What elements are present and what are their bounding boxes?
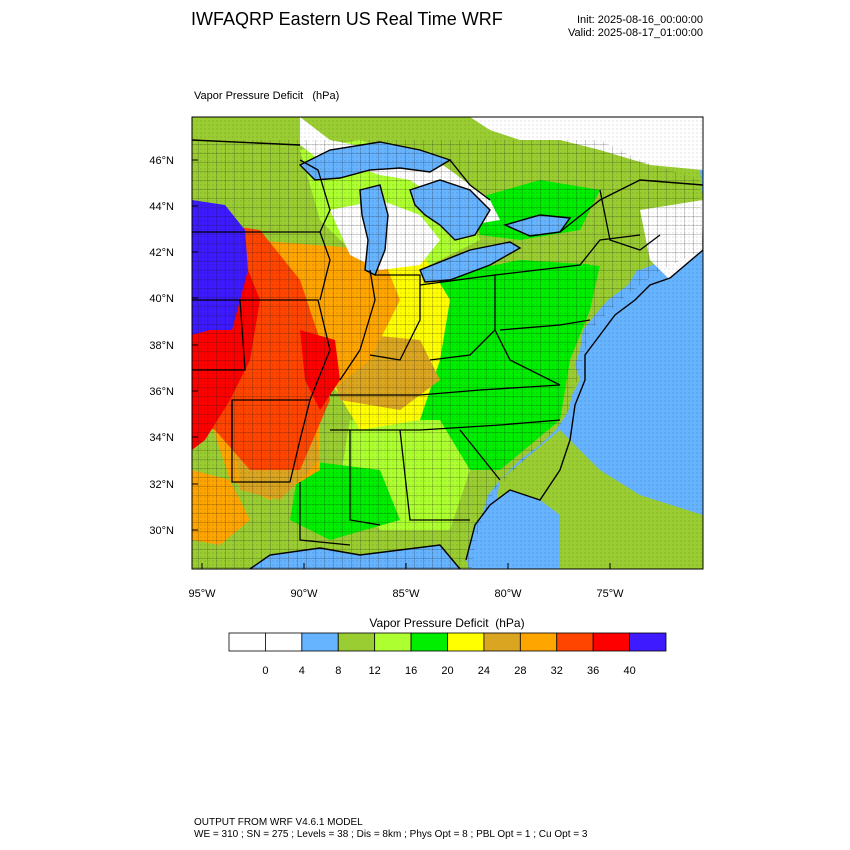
map-field-label: Vapor Pressure Deficit (hPa) (194, 90, 340, 102)
longitude-axis: 95°W 90°W 85°W 80°W 75°W (188, 563, 624, 600)
time-info: Init: 2025-08-16_00:00:00 Valid: 2025-08… (568, 14, 703, 40)
lat-tick-label: 30°N (149, 525, 174, 537)
colorbar-label: 36 (587, 665, 599, 677)
model-version: OUTPUT FROM WRF V4.6.1 MODEL (194, 817, 363, 828)
colorbar-label: 28 (514, 665, 526, 677)
lon-tick-label: 95°W (188, 588, 216, 600)
lat-tick-label: 36°N (149, 386, 174, 398)
state-line-ms-al (349, 430, 381, 526)
state-line-al-ga (399, 429, 470, 521)
field-texture (192, 117, 703, 569)
colorbar-swatch (556, 632, 594, 652)
state-line-pa-md (499, 319, 591, 331)
colorbar-title: Vapor Pressure Deficit (hPa) (369, 616, 525, 630)
coastlines (192, 139, 703, 569)
colorbar-label: 16 (405, 665, 417, 677)
state-boundaries (192, 159, 661, 546)
lat-tick-label: 42°N (149, 247, 174, 259)
model-info: OUTPUT FROM WRF V4.6.1 MODEL WE = 310 ; … (194, 817, 587, 841)
lon-tick-label: 90°W (290, 588, 318, 600)
colorbar-label: 12 (369, 665, 381, 677)
colorbar-swatch (337, 632, 376, 652)
state-line-in (369, 274, 421, 361)
state-line-pa-ny (494, 234, 641, 276)
state-line-ga-sc (459, 429, 501, 481)
lat-tick-label: 32°N (149, 479, 174, 491)
colorbar-swatch (374, 632, 412, 652)
colorbar-label: 4 (299, 665, 305, 677)
colorbar-label: 0 (262, 665, 268, 677)
colorbar-swatch (483, 632, 521, 652)
state-line-il (339, 269, 376, 381)
colorbar-label: 8 (335, 665, 341, 677)
state-line-new-england (599, 189, 661, 251)
colorbar-swatch (265, 632, 303, 652)
colorbar-swatch (447, 632, 485, 652)
map-area (192, 117, 703, 569)
state-line-ks (192, 299, 246, 371)
state-line-wv-va (494, 329, 561, 386)
state-line-tn-south (330, 419, 561, 431)
init-time: Init: 2025-08-16_00:00:00 (577, 14, 703, 26)
colorbar-swatch (228, 632, 266, 652)
state-line-la (299, 482, 351, 546)
colorbar-label: 32 (551, 665, 563, 677)
lon-tick-label: 85°W (392, 588, 420, 600)
state-line-ia-wi (299, 159, 331, 233)
lat-tick-label: 46°N (149, 155, 174, 167)
colorbar-swatch (410, 632, 448, 652)
lat-tick-label: 38°N (149, 340, 174, 352)
model-settings: WE = 310 ; SN = 275 ; Levels = 38 ; Dis … (194, 829, 588, 840)
colorbar-swatch (592, 632, 630, 652)
colorbar: 0 4 8 12 16 20 24 28 32 36 40 (228, 632, 667, 677)
colorbar-swatch (519, 632, 558, 652)
state-line-ar (231, 399, 311, 483)
colorbar-swatch (301, 632, 339, 652)
colorbar-label: 40 (623, 665, 635, 677)
latitude-axis: 46°N 44°N 42°N 40°N 38°N 36°N 34°N 32°N 30°N (149, 155, 198, 537)
valid-time: Valid: 2025-08-17_01:00:00 (568, 27, 703, 39)
lon-tick-label: 80°W (494, 588, 522, 600)
lat-tick-label: 44°N (149, 201, 174, 213)
colorbar-swatch (629, 632, 667, 652)
state-line-tn-ky (330, 384, 561, 396)
us-canada-border (192, 139, 703, 233)
colorbar-label: 24 (478, 665, 490, 677)
map-frame (191, 116, 704, 570)
lon-tick-label: 75°W (596, 588, 624, 600)
lat-tick-label: 34°N (149, 432, 174, 444)
state-line-ne (192, 231, 331, 301)
lat-tick-label: 40°N (149, 293, 174, 305)
colorbar-label: 20 (441, 665, 453, 677)
page-title: IWFAQRP Eastern US Real Time WRF (191, 9, 503, 29)
